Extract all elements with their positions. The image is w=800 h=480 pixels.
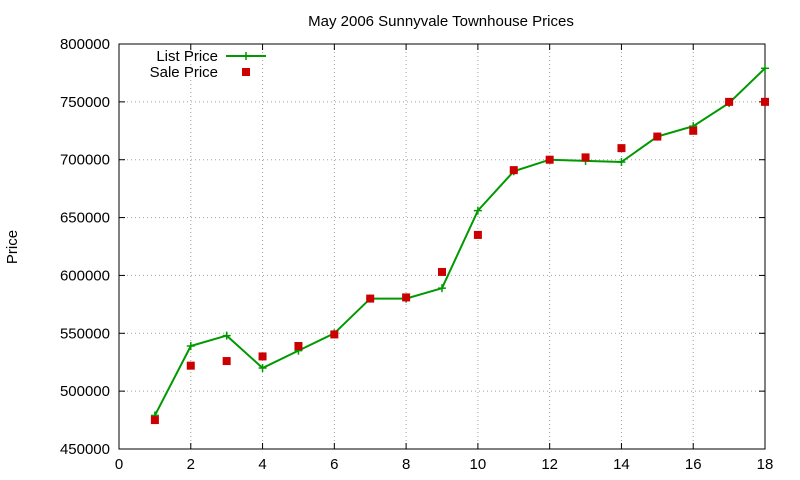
- y-tick-label: 650000: [60, 210, 110, 227]
- sale-price-point: [725, 97, 734, 106]
- sale-price-point: [366, 294, 375, 303]
- sale-price-point: [402, 293, 411, 302]
- sale-price-point: [617, 144, 626, 153]
- list-price-point: [438, 284, 446, 293]
- legend-label-sale-price: Sale Price: [150, 64, 218, 81]
- list-price-point: [186, 342, 195, 351]
- y-tick-label: 500000: [60, 383, 110, 400]
- sale-price-point: [761, 97, 769, 106]
- y-axis-label: Price: [4, 230, 21, 264]
- sale-price-point: [150, 416, 159, 425]
- list-price-point: [222, 331, 231, 340]
- x-tick-label: 14: [613, 456, 630, 473]
- legend-swatch-sale-price: [242, 68, 250, 76]
- list-price-point: [473, 206, 482, 215]
- ticks: [118, 43, 766, 450]
- chart-title: May 2006 Sunnyvale Townhouse Prices: [308, 13, 574, 30]
- x-tick-label: 6: [330, 456, 338, 473]
- sale-price-point: [689, 126, 698, 135]
- sale-price-point: [545, 155, 554, 164]
- y-tick-label: 450000: [60, 441, 110, 458]
- plot-border: [118, 43, 766, 450]
- legend-label-list-price: List Price: [156, 48, 218, 65]
- x-tick-label: 16: [685, 456, 702, 473]
- sale-price-point: [222, 357, 231, 366]
- sale-price-point: [258, 352, 267, 361]
- sale-price-point: [581, 153, 590, 162]
- y-tick-label: 600000: [60, 267, 110, 284]
- x-tick-label: 8: [402, 456, 410, 473]
- y-tick-label: 550000: [60, 325, 110, 342]
- x-tick-label: 0: [115, 456, 123, 473]
- sale-price-point: [330, 330, 339, 339]
- series-layer: [150, 64, 769, 425]
- tick-labels: 0 2 4 6 8 10 12 14 16 18 450000 500000 550000 600000 6…: [60, 36, 773, 473]
- x-tick-label: 10: [470, 456, 487, 473]
- list-price-point: [761, 64, 769, 73]
- sale-price-point: [473, 230, 482, 239]
- list-price-point: [258, 364, 267, 372]
- sale-price-point: [653, 132, 662, 141]
- x-tick-label: 18: [757, 456, 774, 473]
- y-tick-label: 700000: [60, 152, 110, 169]
- x-tick-label: 12: [541, 456, 558, 473]
- sale-price-point: [186, 361, 195, 370]
- y-tick-label: 750000: [60, 94, 110, 111]
- list-price-point: [617, 158, 626, 167]
- sale-price-point: [294, 342, 303, 351]
- legend-marker-list-price: [242, 52, 250, 60]
- x-tick-label: 2: [187, 456, 195, 473]
- list-price-line: [154, 67, 766, 416]
- grid: [119, 44, 765, 449]
- sale-price-point: [509, 166, 518, 175]
- sale-price-point: [438, 267, 446, 276]
- x-tick-label: 4: [258, 456, 266, 473]
- y-tick-label: 800000: [60, 36, 110, 53]
